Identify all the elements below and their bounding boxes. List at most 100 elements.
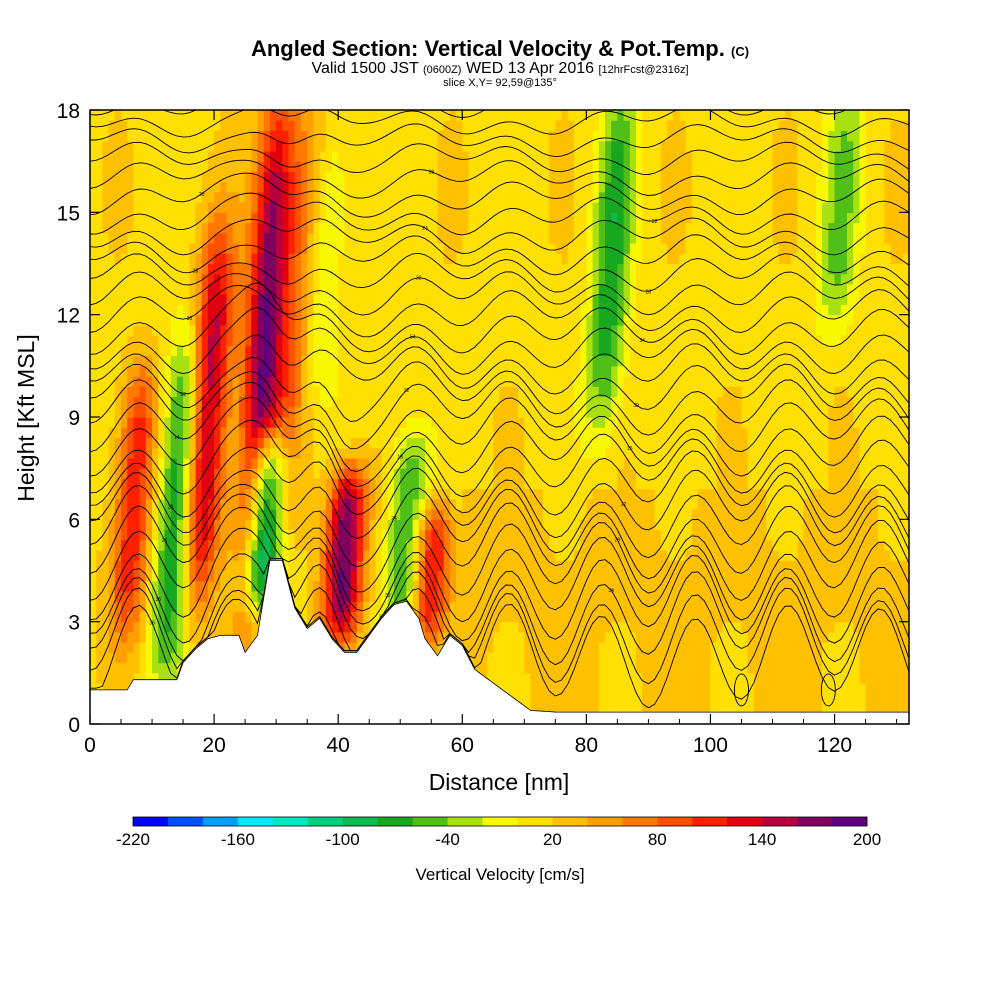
field-cell xyxy=(549,355,556,367)
field-cell xyxy=(220,161,228,172)
field-cell xyxy=(580,150,587,162)
field-cell xyxy=(542,488,550,500)
field-cell xyxy=(592,478,600,490)
field-cell xyxy=(518,212,525,224)
field-cell xyxy=(176,222,184,234)
field-cell xyxy=(375,529,383,541)
field-cell xyxy=(580,396,587,408)
field-cell xyxy=(332,212,339,224)
field-cell xyxy=(580,519,587,531)
field-cell xyxy=(164,222,172,234)
field-cell xyxy=(96,365,103,377)
field-cell xyxy=(518,417,525,428)
field-cell xyxy=(449,478,457,490)
field-cell xyxy=(139,539,147,551)
field-cell xyxy=(369,488,376,500)
field-cell xyxy=(121,478,128,490)
field-cell xyxy=(350,631,358,643)
field-cell xyxy=(449,539,457,551)
field-cell xyxy=(487,631,494,643)
field-cell xyxy=(431,427,439,438)
field-cell xyxy=(449,386,457,398)
field-cell xyxy=(437,243,445,254)
field-cell xyxy=(592,468,600,479)
field-cell xyxy=(325,447,333,459)
field-cell xyxy=(592,212,600,224)
field-cell xyxy=(549,222,556,234)
field-cell xyxy=(288,539,296,551)
field-cell xyxy=(394,263,401,275)
field-cell xyxy=(238,294,246,305)
field-cell xyxy=(518,140,525,152)
field-cell xyxy=(406,232,414,244)
field-cell xyxy=(592,642,600,653)
field-cell xyxy=(425,365,432,377)
field-cell xyxy=(425,273,432,285)
field-cell xyxy=(145,539,153,551)
field-cell xyxy=(133,212,141,224)
field-cell xyxy=(139,304,147,316)
field-cell xyxy=(145,232,153,244)
field-cell xyxy=(170,335,178,346)
field-cell xyxy=(108,560,116,572)
field-cell xyxy=(530,273,538,285)
field-cell xyxy=(381,314,389,326)
field-cell xyxy=(530,304,538,316)
field-cell xyxy=(487,662,494,674)
field-cell xyxy=(580,253,587,265)
field-cell xyxy=(468,488,476,500)
field-cell xyxy=(269,478,277,490)
field-cell xyxy=(164,519,172,531)
field-cell xyxy=(462,642,470,653)
field-cell xyxy=(189,417,197,428)
field-cell xyxy=(369,130,376,142)
field-cell xyxy=(344,580,352,592)
field-cell xyxy=(530,365,538,377)
field-cell xyxy=(114,376,122,387)
field-cell xyxy=(164,570,172,582)
field-cell xyxy=(344,621,352,633)
field-cell xyxy=(232,406,240,418)
field-cell xyxy=(418,253,426,265)
field-cell xyxy=(418,488,426,500)
field-cell xyxy=(561,662,569,674)
field-cell xyxy=(195,304,203,316)
field-cell xyxy=(574,202,581,213)
field-cell xyxy=(288,263,296,275)
field-cell xyxy=(456,529,463,541)
field-cell xyxy=(468,181,476,193)
field-cell xyxy=(443,406,451,418)
field-cell xyxy=(561,212,569,224)
field-cell xyxy=(549,130,556,142)
field-cell xyxy=(456,621,463,633)
field-cell xyxy=(121,550,128,561)
field-cell xyxy=(561,539,569,551)
field-cell xyxy=(90,376,97,387)
field-cell xyxy=(96,396,103,408)
field-cell xyxy=(108,181,116,193)
field-cell xyxy=(90,529,97,541)
field-cell xyxy=(313,611,321,623)
field-cell xyxy=(400,324,407,336)
field-cell xyxy=(443,345,451,357)
field-cell xyxy=(387,447,395,459)
field-cell xyxy=(183,232,190,244)
field-cell xyxy=(276,253,283,265)
field-cell xyxy=(443,273,451,285)
field-cell xyxy=(245,335,252,346)
field-cell xyxy=(90,324,97,336)
field-cell xyxy=(114,468,122,479)
field-cell xyxy=(195,498,203,510)
field-cell xyxy=(350,140,358,152)
field-cell xyxy=(158,140,166,152)
field-cell xyxy=(505,591,513,602)
field-cell xyxy=(443,232,451,244)
field-cell xyxy=(530,642,538,653)
field-cell xyxy=(387,406,395,418)
field-cell xyxy=(288,396,296,408)
field-cell xyxy=(214,447,221,459)
field-cell xyxy=(518,509,525,520)
field-cell xyxy=(232,580,240,592)
field-cell xyxy=(468,437,476,449)
field-cell xyxy=(170,324,178,336)
